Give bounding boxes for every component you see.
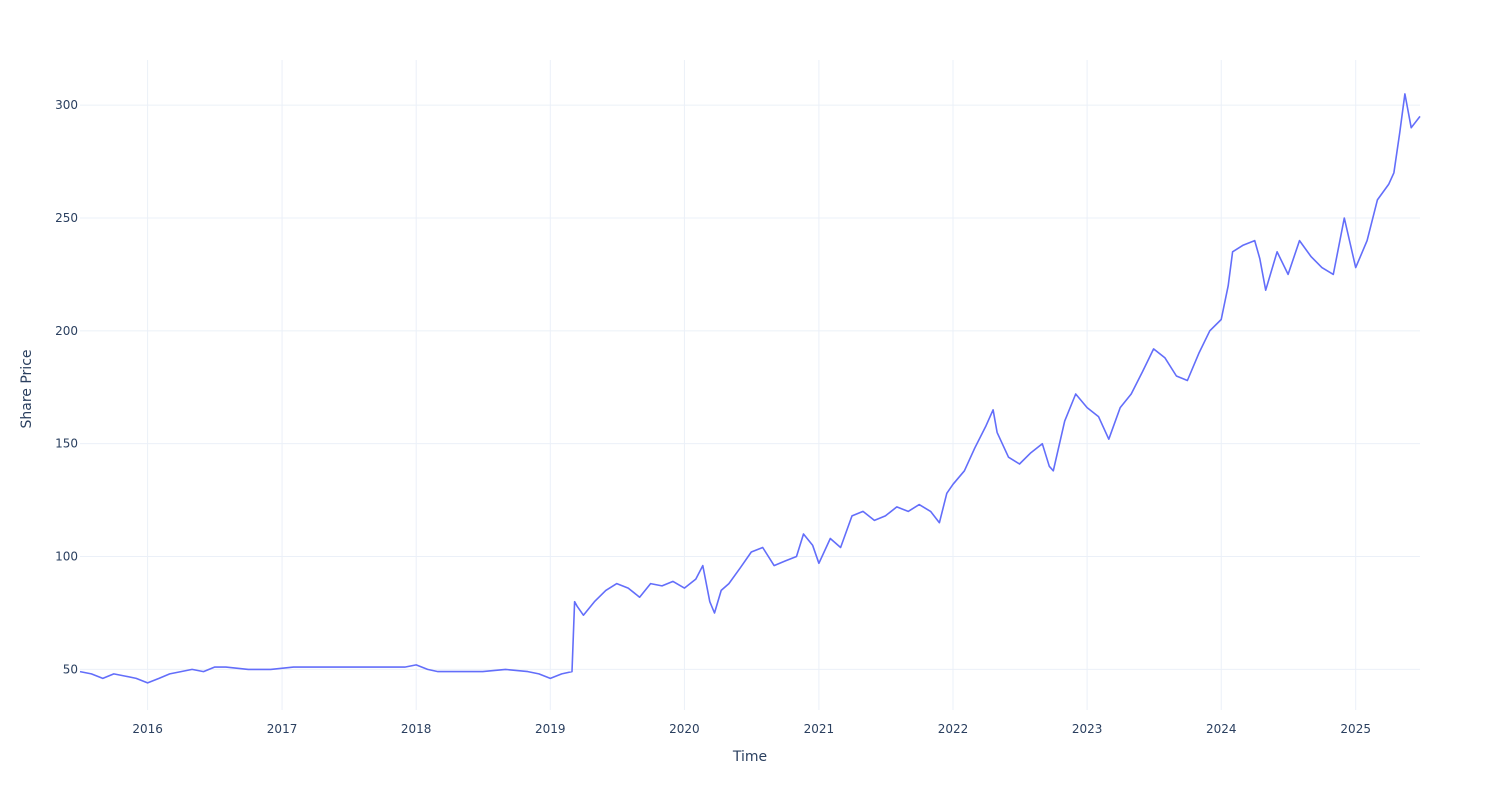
x-tick-label: 2020 xyxy=(669,722,700,736)
x-tick-label: 2016 xyxy=(132,722,163,736)
x-tick-label: 2022 xyxy=(938,722,969,736)
plot-area xyxy=(79,93,1421,684)
x-axis-title: Time xyxy=(732,749,767,765)
y-tick-label: 250 xyxy=(55,211,78,225)
x-tick-label: 2017 xyxy=(267,722,298,736)
y-tick-label: 300 xyxy=(55,98,78,112)
y-tick-label: 150 xyxy=(55,437,78,451)
y-tick-label: 50 xyxy=(63,662,78,676)
y-tick-label: 200 xyxy=(55,324,78,338)
x-axis-ticks: 2016 2017 2018 2019 2020 2021 2022 2023 2024 2025 xyxy=(132,722,1371,736)
grid xyxy=(80,60,1420,710)
x-tick-label: 2024 xyxy=(1206,722,1237,736)
x-tick-label: 2023 xyxy=(1072,722,1103,736)
x-tick-label: 2025 xyxy=(1340,722,1371,736)
x-tick-label: 2021 xyxy=(804,722,835,736)
y-axis-ticks: 50 100 150 200 250 300 xyxy=(55,98,78,676)
y-axis-title: Share Price xyxy=(19,349,35,428)
share-price-line xyxy=(79,93,1421,684)
x-tick-label: 2018 xyxy=(401,722,432,736)
x-tick-label: 2019 xyxy=(535,722,566,736)
y-tick-label: 100 xyxy=(55,550,78,564)
